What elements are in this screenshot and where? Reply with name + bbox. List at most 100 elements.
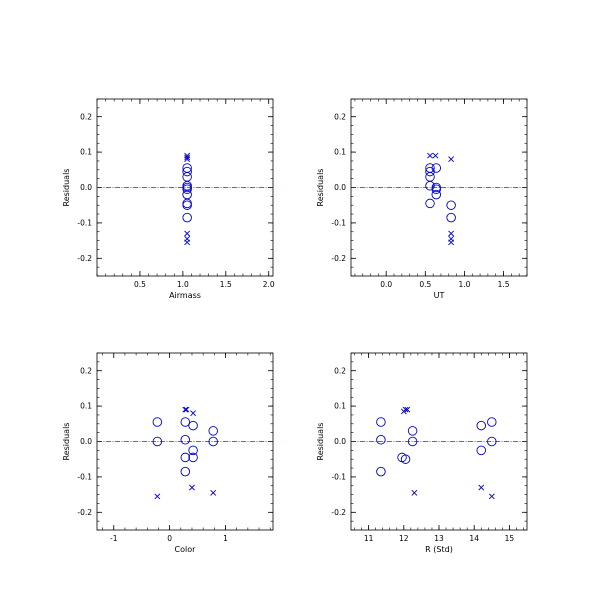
data-point-circle — [446, 200, 456, 210]
panel-r-std: 11 12 13 14 15 -0.2 -0.1 0.0 0.1 0.2 R (Std) Residu… — [316, 352, 528, 554]
x-tick-label: 1.5 — [220, 280, 232, 289]
x-axis-label: R (Std) — [425, 545, 453, 554]
x-axis-label: Airmass — [169, 291, 201, 300]
panel-color: -1 0 1 -0.2 -0.1 0.0 0.1 0.2 Color Residuals — [62, 352, 274, 554]
data-point-circle — [425, 180, 435, 191]
data-point-circle — [188, 445, 198, 456]
y-tick-label: -0.2 — [331, 254, 346, 263]
data-point-cross — [478, 484, 485, 491]
data-point-circle — [376, 417, 386, 427]
data-point-cross — [190, 410, 197, 417]
data-point-circle — [425, 172, 435, 182]
x-tick-label: 13 — [434, 534, 444, 543]
data-point-cross — [154, 493, 161, 500]
data-point-cross — [488, 493, 495, 500]
data-point-circle — [431, 163, 442, 173]
y-tick-label: -0.1 — [331, 473, 346, 482]
y-tick-label: 0.0 — [334, 437, 346, 446]
data-point-cross — [189, 484, 195, 491]
data-point-cross — [432, 152, 439, 159]
x-tick-label: 11 — [364, 534, 374, 543]
data-point-cross — [448, 156, 455, 163]
data-point-cross — [448, 239, 455, 246]
data-point-circle — [152, 436, 163, 447]
data-point-cross — [448, 230, 455, 237]
data-point-circle — [487, 417, 497, 427]
data-point-circle — [431, 189, 442, 200]
x-tick-label: 0 — [167, 534, 172, 543]
data-point-circle — [180, 452, 191, 463]
data-point-cross — [184, 154, 191, 161]
y-tick-label: 0.1 — [334, 402, 346, 411]
y-tick-label: 0.0 — [80, 437, 92, 446]
data-point-circle — [180, 434, 191, 445]
x-tick-label: 15 — [505, 534, 515, 543]
y-axis-label: Residuals — [62, 169, 71, 207]
data-point-circle — [188, 420, 198, 431]
panel-ut: 0.0 0.5 1.0 1.5 -0.2 -0.1 0.0 0.1 0.2 UT Residuals — [316, 98, 528, 300]
y-tick-label: -0.2 — [77, 508, 92, 517]
data-point-cross — [184, 239, 191, 246]
x-tick-label: 1.5 — [498, 280, 510, 289]
data-point-circle — [208, 436, 218, 447]
y-tick-label: 0.0 — [80, 183, 92, 192]
data-point-circle — [425, 198, 435, 209]
x-axis-label: Color — [175, 545, 197, 554]
y-tick-label: 0.0 — [334, 183, 346, 192]
x-tick-label: 0.5 — [134, 280, 146, 289]
x-tick-label: 14 — [469, 534, 479, 543]
data-point-circle — [188, 452, 198, 463]
data-point-circle — [182, 212, 192, 223]
y-tick-label: 0.2 — [334, 366, 346, 375]
data-point-cross — [411, 489, 418, 496]
y-tick-label: -0.2 — [77, 254, 92, 263]
x-tick-label: 1.0 — [458, 280, 470, 289]
data-point-circle — [182, 184, 192, 195]
data-point-cross — [427, 152, 433, 159]
data-point-circle — [476, 420, 486, 431]
data-point-circle — [182, 198, 192, 209]
data-point-cross — [184, 156, 191, 163]
panel-airmass: 0.5 1.0 1.5 2.0 -0.2 -0.1 0.0 0.1 0.2 Airmass Resi… — [62, 98, 275, 300]
x-tick-label: 2.0 — [263, 280, 275, 289]
data-point-circle — [407, 426, 418, 436]
data-point-circle — [446, 212, 456, 223]
y-tick-label: -0.1 — [331, 219, 346, 228]
y-axis-label: Residuals — [316, 423, 325, 461]
y-axis-label: Residuals — [62, 423, 71, 461]
y-tick-label: 0.1 — [334, 148, 346, 157]
x-tick-label: 1.0 — [177, 280, 189, 289]
y-tick-label: -0.1 — [77, 473, 92, 482]
y-tick-label: 0.1 — [80, 402, 92, 411]
y-tick-label: 0.2 — [334, 112, 346, 121]
data-point-circle — [476, 445, 486, 456]
y-tick-label: -0.2 — [331, 508, 346, 517]
data-point-circle — [487, 436, 497, 447]
data-point-circle — [182, 200, 192, 210]
y-tick-label: 0.1 — [80, 148, 92, 157]
y-tick-label: 0.2 — [80, 366, 92, 375]
data-point-circle — [400, 454, 411, 464]
data-point-circle — [376, 466, 386, 477]
y-tick-label: -0.1 — [77, 219, 92, 228]
data-point-circle — [182, 166, 192, 177]
data-point-circle — [208, 426, 218, 436]
x-tick-label: -1 — [110, 534, 118, 543]
data-point-circle — [407, 436, 418, 447]
y-tick-label: 0.2 — [80, 112, 92, 121]
data-point-cross — [402, 406, 409, 413]
data-point-cross — [210, 489, 217, 496]
y-axis-label: Residuals — [316, 169, 325, 207]
data-point-cross — [182, 406, 189, 413]
x-tick-label: 1 — [223, 534, 228, 543]
data-point-circle — [182, 172, 192, 182]
data-point-cross — [404, 406, 411, 413]
data-point-cross — [184, 230, 191, 237]
data-point-cross — [183, 406, 190, 413]
data-point-circle — [180, 466, 191, 477]
x-axis-label: UT — [434, 291, 445, 300]
data-point-circle — [431, 184, 442, 195]
x-tick-label: 0.5 — [419, 280, 431, 289]
x-tick-label: 12 — [399, 534, 409, 543]
